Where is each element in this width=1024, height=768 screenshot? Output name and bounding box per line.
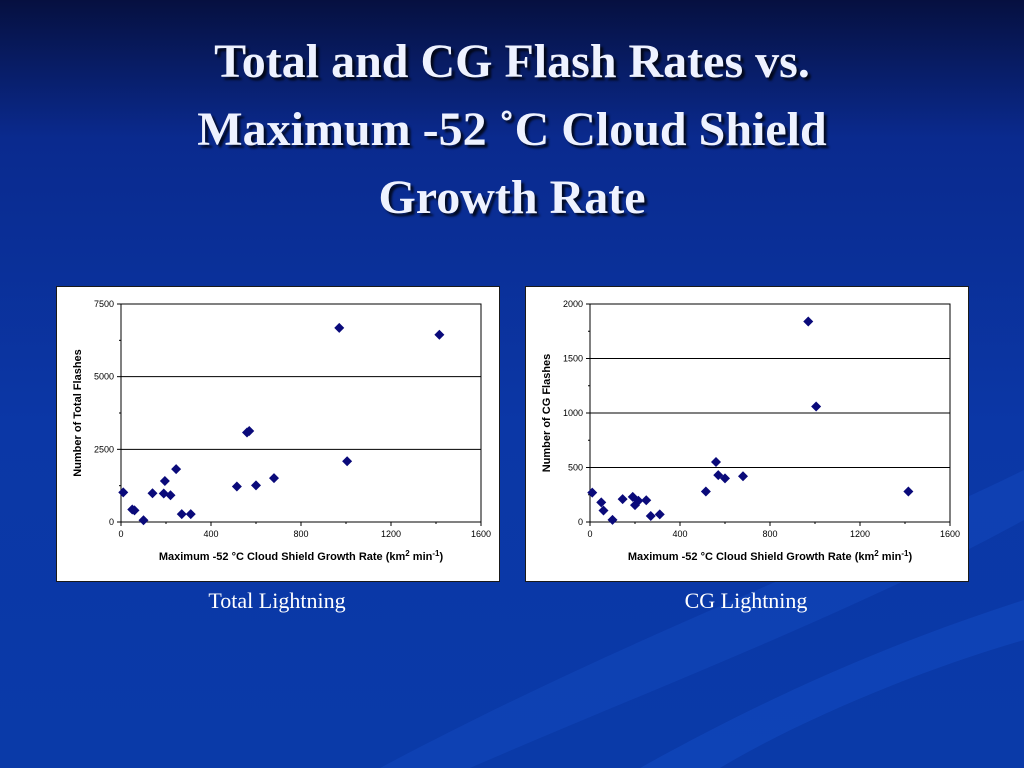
data-point (159, 476, 170, 487)
y-axis-label: Number of CG Flashes (541, 354, 553, 473)
data-point (738, 471, 748, 482)
data-point (598, 505, 609, 516)
title-line-2: Maximum -52 ˚C Cloud Shield (197, 103, 827, 156)
data-point (342, 456, 353, 467)
x-tick-label: 1200 (381, 529, 401, 539)
data-point (434, 329, 445, 340)
x-tick-label: 0 (587, 529, 592, 539)
data-point (641, 495, 652, 506)
cg-lightning-chart: 0 500 1000 1500 2000 0 400 800 1200 1600 Maximum -… (525, 286, 969, 582)
slide-title: Total and CG Flash Rates vs. Maximum -52… (0, 28, 1024, 232)
y-tick-label: 5000 (94, 372, 114, 382)
plot-area (120, 303, 482, 523)
data-point (231, 481, 242, 492)
y-axis-label: Number of Total Flashes (72, 349, 84, 477)
caption-cg-lightning: CG Lightning (684, 588, 808, 613)
data-point (645, 511, 656, 522)
data-point (713, 470, 724, 481)
data-point (244, 426, 255, 437)
x-tick-label: 1600 (940, 529, 960, 539)
y-tick-label: 2000 (563, 299, 583, 309)
y-tick-label: 7500 (94, 299, 114, 309)
x-tick-label: 400 (203, 529, 218, 539)
caption-total-lightning: Total Lightning (208, 588, 346, 613)
y-tick-label: 0 (109, 517, 114, 527)
data-point (617, 494, 628, 505)
data-point (118, 487, 129, 498)
data-point (711, 457, 721, 468)
data-point (587, 487, 598, 498)
data-point (607, 514, 618, 525)
data-point (165, 490, 176, 501)
data-point (633, 495, 644, 506)
data-point (158, 488, 169, 499)
y-tick-label: 500 (568, 463, 583, 473)
x-tick-label: 0 (118, 529, 123, 539)
data-point (630, 500, 640, 511)
data-point (269, 473, 279, 484)
data-point (185, 509, 196, 520)
title-line-3: Growth Rate (378, 171, 646, 224)
plot-area (589, 303, 951, 523)
y-tick-label: 1000 (563, 408, 583, 418)
data-point (147, 488, 158, 499)
data-point (334, 322, 345, 333)
cg-lightning-scatter: 0 500 1000 1500 2000 0 400 800 1200 1600 Maximum -… (541, 299, 960, 564)
data-point (251, 480, 261, 491)
data-point (171, 464, 182, 475)
data-point (176, 509, 187, 520)
data-point (811, 401, 822, 412)
y-tick-label: 2500 (94, 444, 114, 454)
data-point (903, 486, 914, 497)
total-lightning-scatter: 0 2500 5000 7500 0 400 800 1200 1600 Maximum -52 … (72, 299, 491, 564)
x-tick-label: 400 (672, 529, 687, 539)
x-tick-label: 800 (762, 529, 777, 539)
title-line-1: Total and CG Flash Rates vs. (214, 35, 810, 88)
data-point (700, 486, 711, 497)
x-axis-label: Maximum -52 °C Cloud Shield Growth Rate … (628, 549, 913, 564)
data-point (654, 509, 665, 520)
x-tick-label: 800 (293, 529, 308, 539)
x-axis-label: Maximum -52 °C Cloud Shield Growth Rate … (159, 549, 444, 564)
data-point (596, 497, 607, 508)
x-tick-label: 1600 (471, 529, 491, 539)
data-point (803, 316, 814, 327)
y-tick-label: 1500 (563, 354, 583, 364)
total-lightning-chart: 0 2500 5000 7500 0 400 800 1200 1600 Maximum -52 … (56, 286, 500, 582)
y-tick-label: 0 (578, 517, 583, 527)
data-point (138, 515, 149, 526)
data-point (720, 473, 730, 484)
x-tick-label: 1200 (850, 529, 870, 539)
data-point (129, 505, 140, 516)
